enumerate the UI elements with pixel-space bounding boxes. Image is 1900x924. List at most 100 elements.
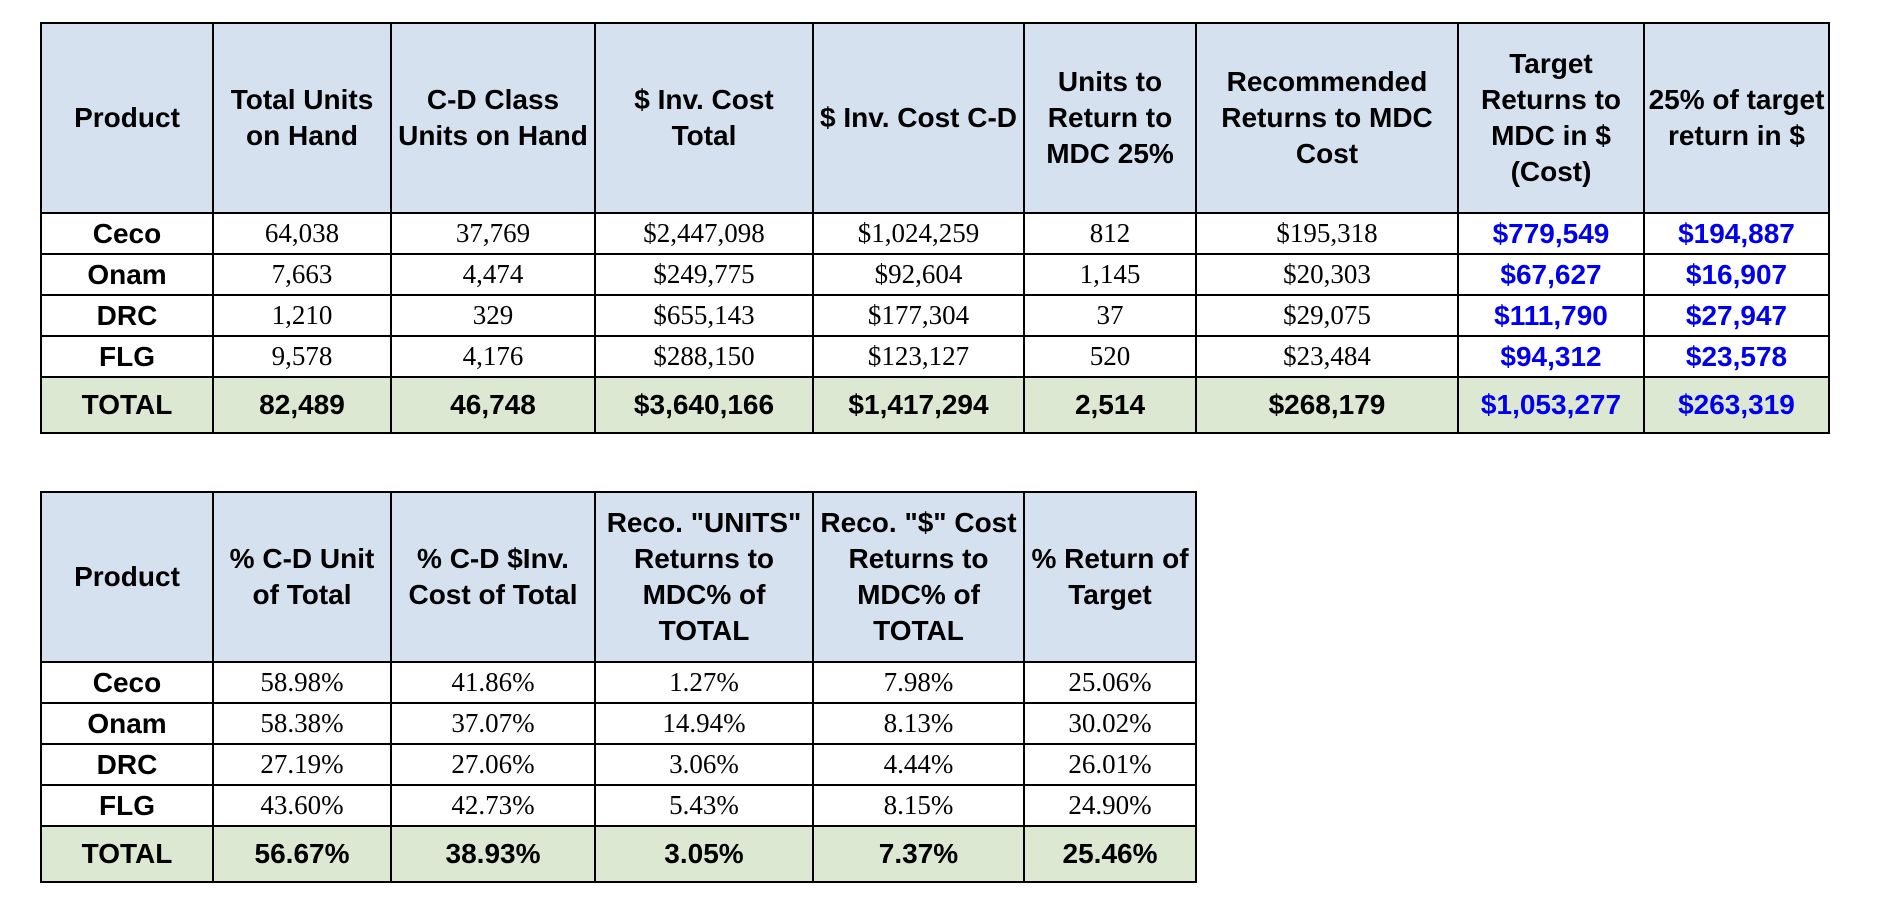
- table-cell: 329: [390, 294, 596, 337]
- header-inv-cost-total: $ Inv. Cost Total: [594, 22, 814, 214]
- table-row: FLG 9,578 4,176 $288,150 $123,127 520 $2…: [40, 335, 1830, 378]
- table-row: FLG 43.60% 42.73% 5.43% 8.15% 24.90%: [40, 784, 1197, 827]
- table-cell: 9,578: [212, 335, 392, 378]
- highlight-cell: $27,947: [1643, 294, 1830, 337]
- table-cell: 520: [1023, 335, 1197, 378]
- table-cell: $123,127: [812, 335, 1025, 378]
- header-25pct-target: 25% of target return in $: [1643, 22, 1830, 214]
- header-product: Product: [40, 491, 214, 663]
- table-row: Ceco 64,038 37,769 $2,447,098 $1,024,259…: [40, 212, 1830, 255]
- table-cell: 4,474: [390, 253, 596, 296]
- table-cell: $92,604: [812, 253, 1025, 296]
- table-cell: 37.07%: [390, 702, 596, 745]
- table-cell: 58.38%: [212, 702, 392, 745]
- highlight-cell: $111,790: [1457, 294, 1645, 337]
- total-label: TOTAL: [40, 825, 214, 883]
- table-cell: $249,775: [594, 253, 814, 296]
- total-cell: 56.67%: [212, 825, 392, 883]
- table-row: Onam 7,663 4,474 $249,775 $92,604 1,145 …: [40, 253, 1830, 296]
- total-row: TOTAL 56.67% 38.93% 3.05% 7.37% 25.46%: [40, 825, 1197, 883]
- product-cell: FLG: [40, 335, 214, 378]
- header-cd-cost-pct: % C-D $Inv. Cost of Total: [390, 491, 596, 663]
- table-cell: 5.43%: [594, 784, 814, 827]
- table-cell: 4.44%: [812, 743, 1025, 786]
- table-cell: 64,038: [212, 212, 392, 255]
- table-cell: 1,145: [1023, 253, 1197, 296]
- header-cd-units: C-D Class Units on Hand: [390, 22, 596, 214]
- table-cell: 27.06%: [390, 743, 596, 786]
- highlight-cell: $94,312: [1457, 335, 1645, 378]
- total-cell: 46,748: [390, 376, 596, 434]
- table-header-row: Product % C-D Unit of Total % C-D $Inv. …: [40, 491, 1197, 663]
- table-cell: $20,303: [1195, 253, 1459, 296]
- table-cell: 1.27%: [594, 661, 814, 704]
- total-cell: 3.05%: [594, 825, 814, 883]
- header-units-to-return: Units to Return to MDC 25%: [1023, 22, 1197, 214]
- header-inv-cost-cd: $ Inv. Cost C-D: [812, 22, 1025, 214]
- table-cell: 25.06%: [1023, 661, 1197, 704]
- total-cell: $268,179: [1195, 376, 1459, 434]
- table-cell: $195,318: [1195, 212, 1459, 255]
- total-label: TOTAL: [40, 376, 214, 434]
- table-cell: $1,024,259: [812, 212, 1025, 255]
- total-cell: 38.93%: [390, 825, 596, 883]
- header-reco-cost-pct: Reco. "$" Cost Returns to MDC% of TOTAL: [812, 491, 1025, 663]
- total-cell: 25.46%: [1023, 825, 1197, 883]
- table-cell: 24.90%: [1023, 784, 1197, 827]
- table-cell: 812: [1023, 212, 1197, 255]
- total-row: TOTAL 82,489 46,748 $3,640,166 $1,417,29…: [40, 376, 1830, 434]
- table-cell: $23,484: [1195, 335, 1459, 378]
- table-cell: 43.60%: [212, 784, 392, 827]
- table-cell: 7.98%: [812, 661, 1025, 704]
- total-cell: 7.37%: [812, 825, 1025, 883]
- table-cell: 1,210: [212, 294, 392, 337]
- table-cell: $2,447,098: [594, 212, 814, 255]
- header-target-returns: Target Returns to MDC in $ (Cost): [1457, 22, 1645, 214]
- table-row: Ceco 58.98% 41.86% 1.27% 7.98% 25.06%: [40, 661, 1197, 704]
- product-cell: DRC: [40, 743, 214, 786]
- table-cell: 41.86%: [390, 661, 596, 704]
- table-cell: 42.73%: [390, 784, 596, 827]
- table-cell: $29,075: [1195, 294, 1459, 337]
- table-header-row: Product Total Units on Hand C-D Class Un…: [40, 22, 1830, 214]
- header-product: Product: [40, 22, 214, 214]
- header-reco-units-pct: Reco. "UNITS" Returns to MDC% of TOTAL: [594, 491, 814, 663]
- table-cell: $655,143: [594, 294, 814, 337]
- table-cell: 58.98%: [212, 661, 392, 704]
- highlight-cell: $16,907: [1643, 253, 1830, 296]
- table-cell: 14.94%: [594, 702, 814, 745]
- header-total-units: Total Units on Hand: [212, 22, 392, 214]
- table-row: Onam 58.38% 37.07% 14.94% 8.13% 30.02%: [40, 702, 1197, 745]
- table-cell: 3.06%: [594, 743, 814, 786]
- inventory-returns-table: Product Total Units on Hand C-D Class Un…: [40, 22, 1830, 434]
- product-cell: Ceco: [40, 661, 214, 704]
- table-cell: 8.13%: [812, 702, 1025, 745]
- total-cell: $263,319: [1643, 376, 1830, 434]
- product-cell: Ceco: [40, 212, 214, 255]
- product-cell: FLG: [40, 784, 214, 827]
- table-row: DRC 27.19% 27.06% 3.06% 4.44% 26.01%: [40, 743, 1197, 786]
- table-row: DRC 1,210 329 $655,143 $177,304 37 $29,0…: [40, 294, 1830, 337]
- total-cell: $3,640,166: [594, 376, 814, 434]
- table-cell: 4,176: [390, 335, 596, 378]
- table-cell: 37,769: [390, 212, 596, 255]
- header-cd-unit-pct: % C-D Unit of Total: [212, 491, 392, 663]
- table-cell: 30.02%: [1023, 702, 1197, 745]
- total-cell: 2,514: [1023, 376, 1197, 434]
- table-cell: 26.01%: [1023, 743, 1197, 786]
- header-recommended-returns: Recommended Returns to MDC Cost: [1195, 22, 1459, 214]
- highlight-cell: $194,887: [1643, 212, 1830, 255]
- table-cell: 8.15%: [812, 784, 1025, 827]
- table-cell: $177,304: [812, 294, 1025, 337]
- table-cell: 27.19%: [212, 743, 392, 786]
- table-cell: $288,150: [594, 335, 814, 378]
- product-cell: Onam: [40, 253, 214, 296]
- table-cell: 7,663: [212, 253, 392, 296]
- return-percentages-table: Product % C-D Unit of Total % C-D $Inv. …: [40, 491, 1197, 883]
- product-cell: DRC: [40, 294, 214, 337]
- product-cell: Onam: [40, 702, 214, 745]
- highlight-cell: $67,627: [1457, 253, 1645, 296]
- header-return-of-target: % Return of Target: [1023, 491, 1197, 663]
- highlight-cell: $23,578: [1643, 335, 1830, 378]
- total-cell: $1,053,277: [1457, 376, 1645, 434]
